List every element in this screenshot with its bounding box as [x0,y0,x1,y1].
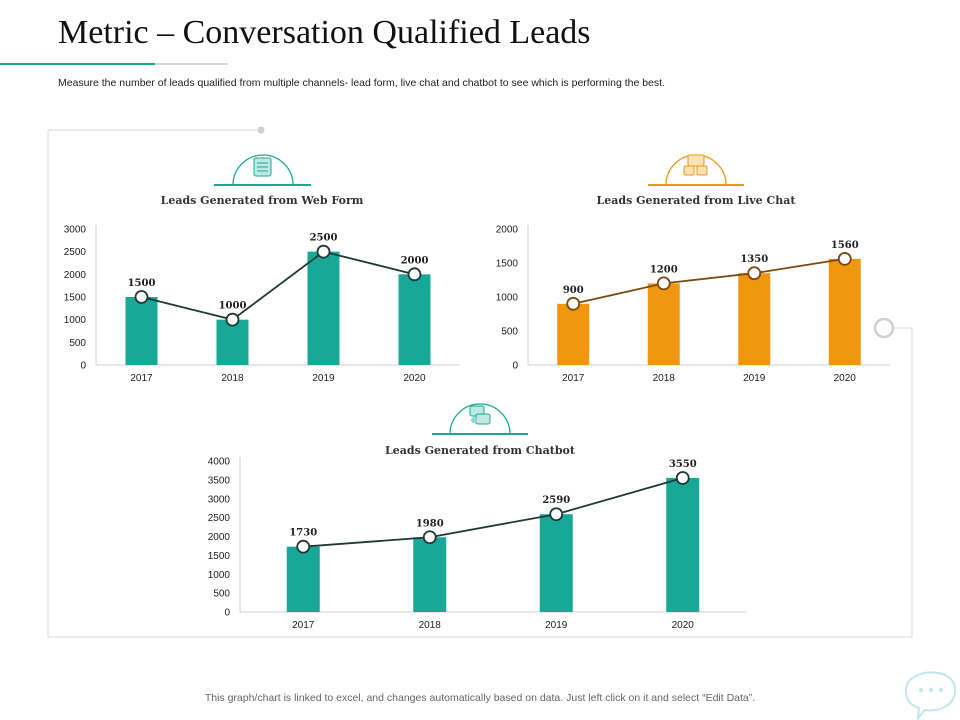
data-point [407,267,422,282]
x-tick-label: 2018 [653,373,676,384]
bar [828,258,861,365]
x-tick-label: 2017 [130,373,153,384]
data-point [225,312,240,327]
data-point [566,296,581,311]
y-tick-label: 3000 [64,225,87,236]
data-point [837,252,852,266]
x-tick-label: 2017 [292,620,315,631]
data-label: 1730 [289,528,317,539]
data-label: 1980 [416,518,444,529]
y-tick-label: 1000 [496,293,519,304]
bar [557,303,590,365]
y-tick-label: 2500 [64,247,87,258]
data-point [549,507,564,522]
data-point [675,471,690,485]
y-tick-label: 500 [69,338,86,349]
data-point [422,530,437,545]
y-tick-label: 1000 [64,315,87,326]
data-label: 1200 [650,264,678,275]
chatbot-icon [469,405,491,425]
x-tick-label: 2017 [562,373,585,384]
x-tick-label: 2018 [221,373,244,384]
chart-live-chat: Leads Generated from Live Chat 0 500 1000 15… [496,194,890,384]
y-tick-label: 2000 [208,532,231,543]
bar [216,319,249,365]
live-chat-header [648,154,744,186]
series-line [573,258,845,305]
data-label: 2500 [310,233,338,244]
x-tick-label: 2019 [743,373,766,384]
live-chat-icon [683,154,708,176]
x-tick-label: 2020 [834,373,857,384]
bar [125,297,158,365]
x-tick-label: 2019 [312,373,335,384]
data-label: 1500 [128,278,156,289]
y-tick-label: 500 [501,327,518,338]
page-subtitle: Measure the number of leads qualified fr… [58,77,665,89]
bar [286,546,320,612]
y-tick-label: 1000 [208,570,231,581]
chart-web-form: Leads Generated from Web Form 0 500 1000 150… [64,194,460,384]
chart-title: Leads Generated from Web Form [161,194,364,207]
chart-chatbot: Leads Generated from Chatbot 0 500 1000 1500… [208,444,746,631]
chart-title: Leads Generated from Chatbot [385,444,576,457]
y-tick-label: 3500 [208,475,231,486]
y-tick-label: 2500 [208,513,231,524]
data-point [296,539,311,554]
y-tick-label: 0 [80,361,86,372]
frame-dot [257,126,265,134]
bar [539,514,573,612]
frame-ring [873,317,895,339]
data-label: 2590 [542,495,570,506]
chart-title: Leads Generated from Live Chat [597,194,797,207]
y-tick-label: 2000 [64,270,87,281]
series-line [141,250,415,321]
bar [307,251,340,365]
y-tick-label: 0 [224,608,230,619]
web-form-header [214,154,311,186]
web-form-icon [253,157,272,177]
data-point [656,276,671,291]
bar [666,477,700,612]
y-tick-label: 4000 [208,457,231,468]
y-tick-label: 3000 [208,494,231,505]
bar [413,537,447,612]
data-point [316,244,331,259]
data-point [134,290,149,304]
bar [738,273,771,365]
data-label: 1000 [219,301,247,312]
y-tick-label: 1500 [208,551,231,562]
x-tick-label: 2020 [403,373,426,384]
y-tick-label: 500 [213,589,230,600]
title-underline [0,63,228,65]
chatbot-header [432,403,528,435]
x-tick-label: 2019 [545,620,568,631]
y-tick-label: 2000 [496,225,519,236]
y-tick-label: 0 [512,361,518,372]
data-label: 2000 [401,255,429,266]
data-label: 3550 [669,459,697,470]
data-point [747,266,762,281]
x-tick-label: 2018 [419,620,442,631]
page-title: Metric – Conversation Qualified Leads [58,14,591,51]
data-label: 1560 [831,240,859,251]
x-tick-label: 2020 [672,620,695,631]
y-tick-label: 1500 [496,259,519,270]
bar [398,274,431,365]
footer-note: This graph/chart is linked to excel, and… [204,692,756,704]
series-line [303,477,683,548]
bar [647,283,680,365]
data-label: 900 [563,285,584,296]
charts-frame [47,126,913,638]
data-label: 1350 [740,254,768,265]
speech-bubble-icon [904,671,957,720]
y-tick-label: 1500 [64,293,87,304]
